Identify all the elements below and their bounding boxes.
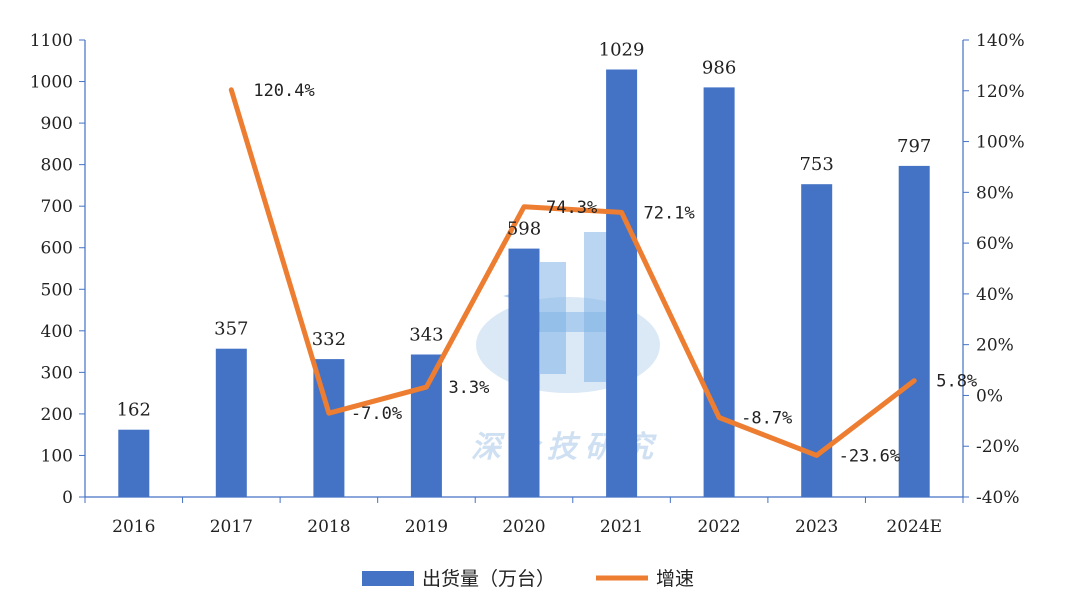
y-right-tick-label: 20% — [976, 336, 1014, 356]
x-tick-label: 2021 — [600, 517, 643, 537]
bar-2017 — [215, 348, 247, 497]
y-right-tick-label: 0% — [976, 386, 1003, 406]
growth-value-label: 72.1% — [644, 203, 695, 223]
legend-bar-swatch — [362, 571, 414, 586]
y-right-tick-label: -20% — [976, 437, 1020, 457]
y-left-tick-label: 500 — [41, 280, 73, 300]
watermark-pillar-right — [584, 232, 610, 382]
legend: 出货量（万台） 增速 — [362, 568, 694, 590]
x-tick-label: 2022 — [697, 517, 740, 537]
bar-2016 — [118, 429, 150, 497]
growth-rate-line — [228, 87, 917, 458]
y-right-tick-label: -40% — [976, 488, 1020, 508]
y-left-tick-label: 700 — [41, 197, 73, 217]
growth-value-label: -8.7% — [741, 409, 792, 429]
axes: 0 100 200 300 400 500 600 700 800 900 1000 1100 -40%… — [30, 31, 1025, 537]
growth-value-label: -7.0% — [351, 404, 402, 424]
x-tick-label: 2018 — [307, 517, 350, 537]
bar-value-label: 332 — [312, 329, 346, 350]
growth-value-label: 74.3% — [546, 198, 597, 218]
bar-2022 — [703, 87, 735, 498]
legend-line-label: 增速 — [656, 568, 694, 590]
x-tick-label: 2020 — [502, 517, 545, 537]
growth-value-label: 120.4% — [253, 81, 314, 101]
bar-series — [118, 69, 930, 498]
x-tick-label: 2024E — [886, 517, 942, 537]
y-left-tick-label: 1100 — [30, 31, 73, 51]
y-right-tick-label: 100% — [976, 133, 1025, 153]
growth-value-label: -23.6% — [839, 446, 900, 466]
bar-2019 — [410, 354, 442, 497]
bar-2021 — [606, 69, 638, 497]
line-series — [228, 87, 917, 458]
y-right-tick-label: 40% — [976, 285, 1014, 305]
y-left-tick-label: 0 — [62, 488, 73, 508]
bar-value-label: 598 — [507, 219, 541, 240]
y-left-tick-label: 800 — [41, 156, 73, 176]
y-left-tick-label: 400 — [41, 322, 73, 342]
watermark-crossbar — [520, 312, 630, 332]
bar-value-label: 986 — [702, 57, 736, 78]
legend-bar-label: 出货量（万台） — [422, 568, 555, 590]
y-left-tick-label: 900 — [41, 114, 73, 134]
y-left-tick-label: 300 — [41, 363, 73, 383]
y-left-tick-label: 200 — [41, 405, 73, 425]
growth-value-label: 5.8% — [936, 372, 977, 392]
bar-value-label: 1029 — [599, 39, 645, 60]
y-right-tick-label: 140% — [976, 31, 1025, 51]
bar-value-label: 343 — [409, 324, 443, 345]
bar-value-label: 162 — [117, 400, 151, 421]
y-left-tick-label: 100 — [41, 446, 73, 466]
bar-2020 — [508, 248, 540, 497]
y-left-tick-label: 600 — [41, 239, 73, 259]
bar-value-label: 797 — [897, 136, 931, 157]
x-tick-label: 2017 — [210, 517, 253, 537]
growth-value-label: 3.3% — [448, 378, 489, 398]
bar-2024E — [898, 165, 930, 497]
y-right-tick-label: 120% — [976, 82, 1025, 102]
y-right-tick-label: 60% — [976, 234, 1014, 254]
y-left-tick-label: 1000 — [30, 73, 73, 93]
x-tick-label: 2019 — [405, 517, 448, 537]
bar-value-label: 357 — [214, 319, 248, 340]
y-right-tick-label: 80% — [976, 183, 1014, 203]
data-labels: 162 357 332 343 598 1029 986 753 797 120.4% -7.0% 3… — [117, 39, 978, 466]
x-tick-label: 2023 — [795, 517, 838, 537]
x-tick-label: 2016 — [112, 517, 155, 537]
bar-value-label: 753 — [799, 154, 833, 175]
